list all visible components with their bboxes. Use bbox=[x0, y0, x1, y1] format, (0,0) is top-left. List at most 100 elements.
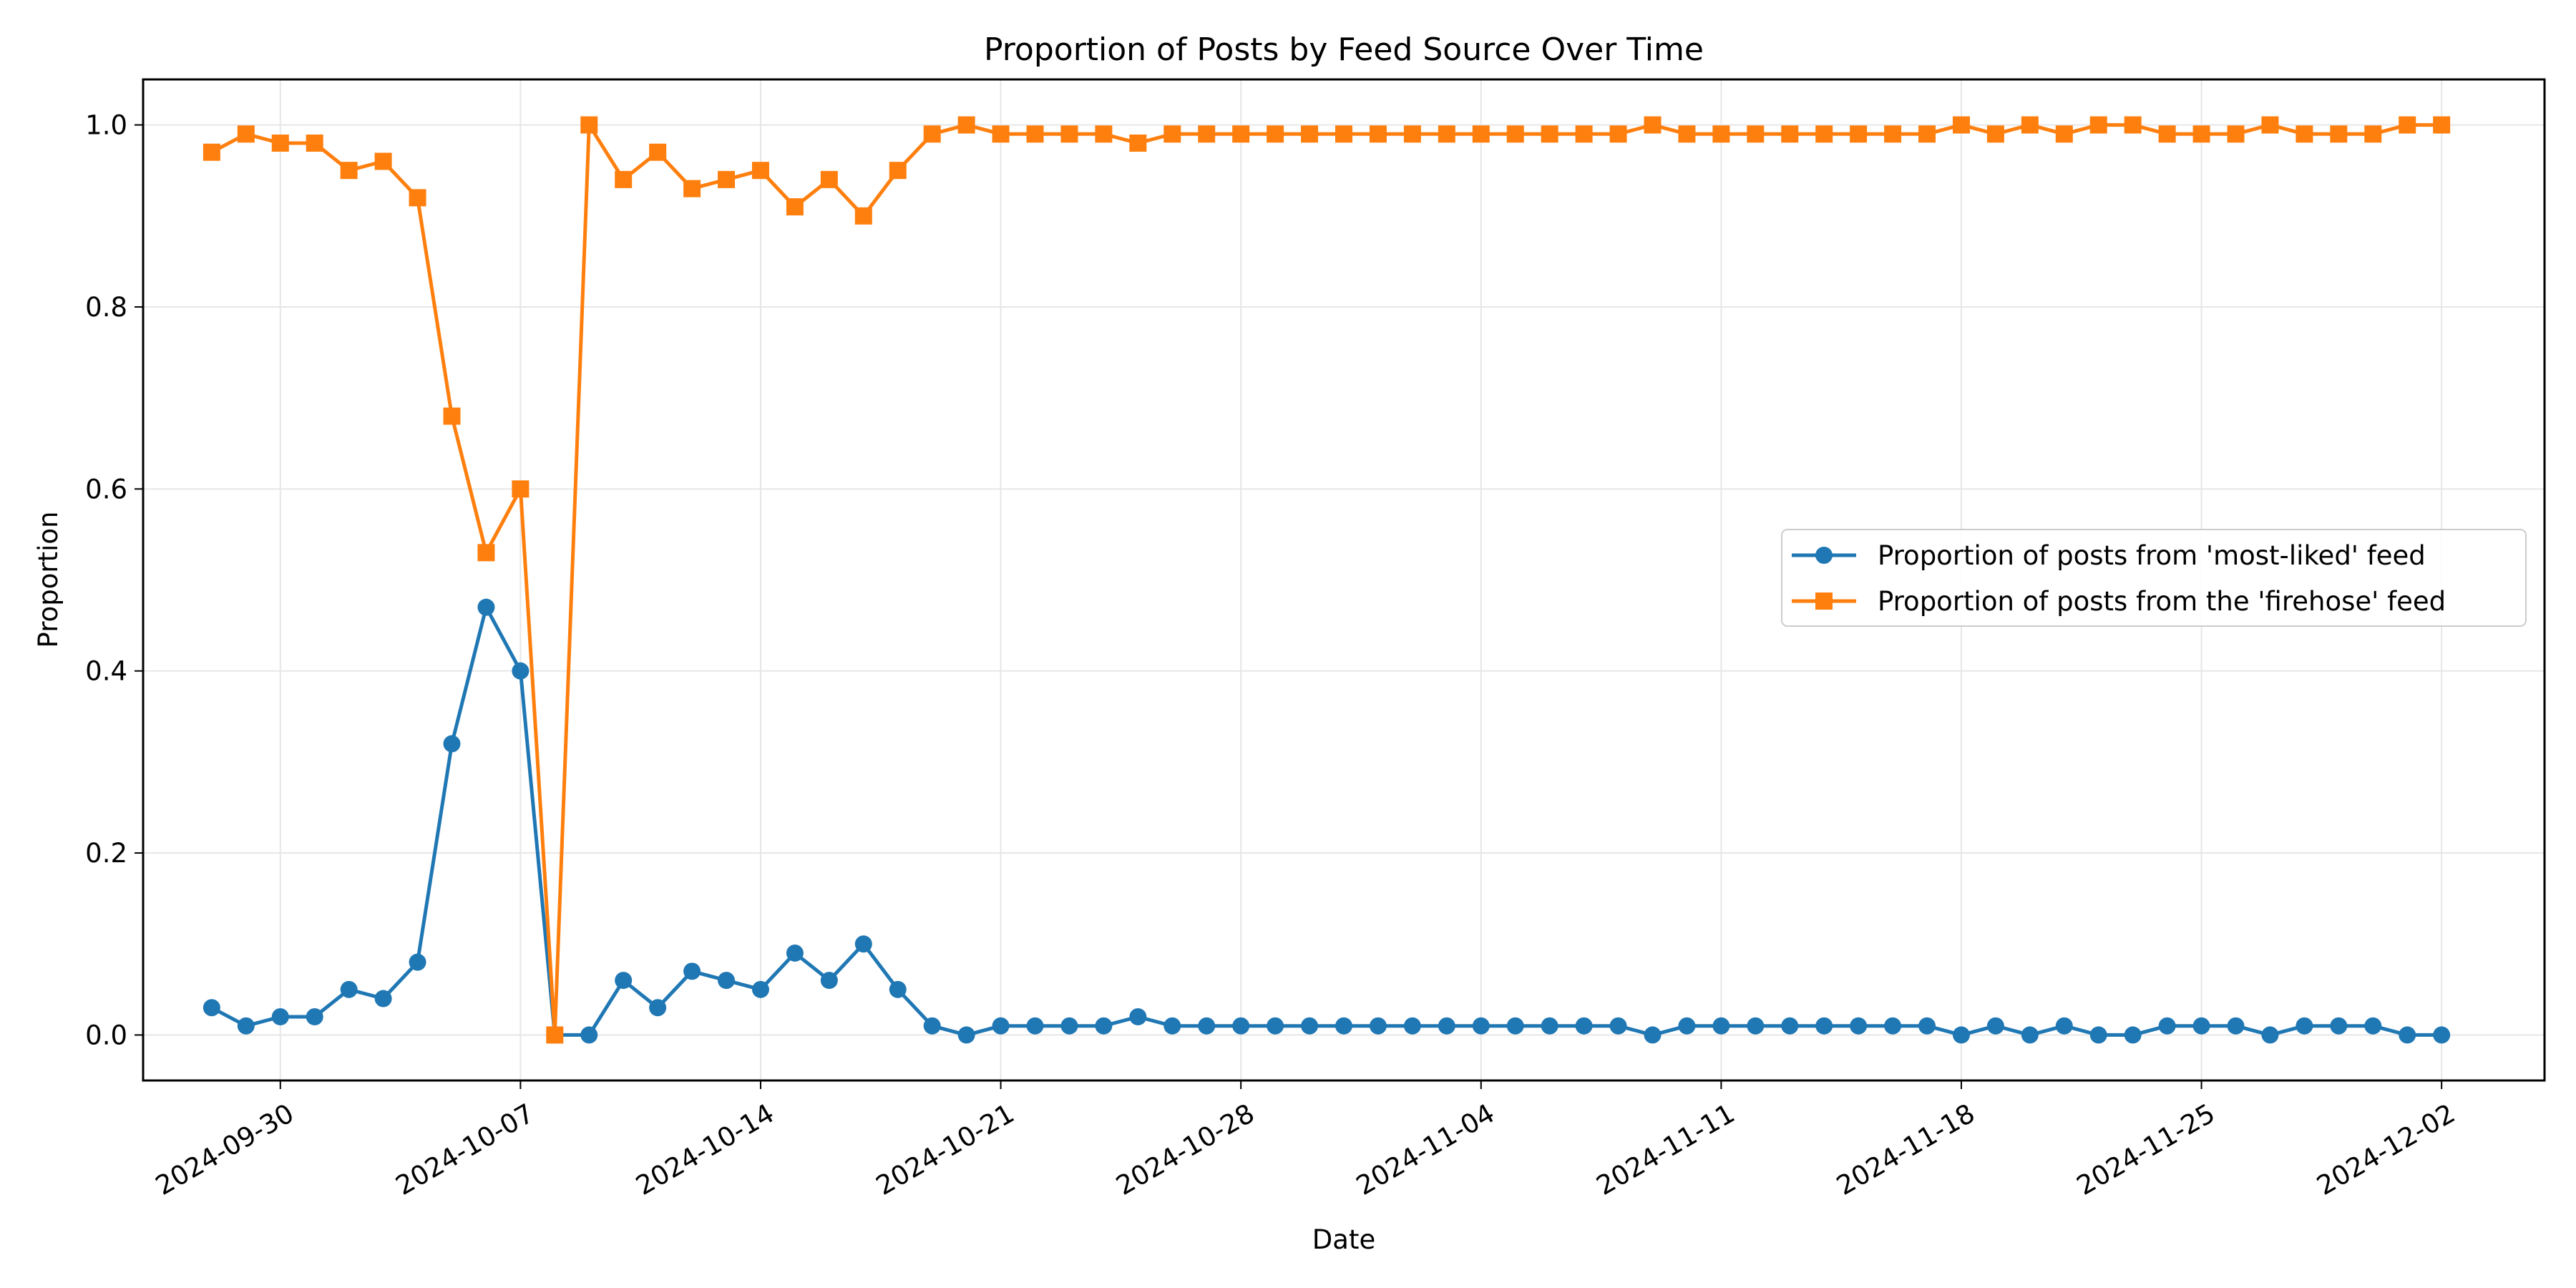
data-point-most-liked bbox=[1952, 1026, 1970, 1044]
chart-title: Proportion of Posts by Feed Source Over … bbox=[984, 31, 1704, 68]
data-point-firehose bbox=[786, 198, 804, 216]
data-point-most-liked bbox=[1198, 1017, 1216, 1035]
data-point-firehose bbox=[1369, 125, 1387, 143]
data-point-firehose bbox=[1301, 125, 1319, 143]
legend-label-firehose: Proportion of posts from the 'firehose' … bbox=[1878, 586, 2446, 617]
data-point-firehose bbox=[237, 125, 255, 143]
legend-marker-most-liked bbox=[1815, 547, 1833, 564]
data-point-most-liked bbox=[2261, 1026, 2279, 1044]
data-point-most-liked bbox=[2021, 1026, 2039, 1044]
legend-marker-firehose bbox=[1815, 592, 1833, 610]
data-point-firehose bbox=[512, 480, 530, 498]
y-axis-label: Proportion bbox=[33, 512, 64, 648]
data-point-firehose bbox=[1438, 125, 1455, 143]
data-point-most-liked bbox=[1403, 1017, 1421, 1035]
data-point-most-liked bbox=[1163, 1017, 1181, 1035]
data-point-most-liked bbox=[2192, 1017, 2210, 1035]
data-point-most-liked bbox=[718, 972, 736, 990]
data-point-most-liked bbox=[1026, 1017, 1044, 1035]
data-point-most-liked bbox=[1712, 1017, 1730, 1035]
data-point-firehose bbox=[820, 170, 838, 188]
data-point-firehose bbox=[340, 162, 358, 180]
data-point-most-liked bbox=[2433, 1026, 2451, 1044]
data-point-firehose bbox=[1198, 125, 1216, 143]
data-point-most-liked bbox=[751, 980, 769, 998]
data-point-most-liked bbox=[1129, 1008, 1147, 1025]
data-point-firehose bbox=[2330, 125, 2348, 143]
data-point-firehose bbox=[1403, 125, 1421, 143]
data-point-most-liked bbox=[820, 972, 838, 990]
data-point-most-liked bbox=[1060, 1017, 1078, 1035]
data-point-most-liked bbox=[409, 953, 426, 971]
data-point-firehose bbox=[2192, 125, 2210, 143]
data-point-most-liked bbox=[306, 1008, 323, 1025]
data-point-firehose bbox=[1472, 125, 1490, 143]
data-point-most-liked bbox=[957, 1026, 975, 1044]
data-point-firehose bbox=[854, 207, 872, 225]
data-point-firehose bbox=[1060, 125, 1078, 143]
data-point-firehose bbox=[2227, 125, 2245, 143]
data-point-most-liked bbox=[1815, 1017, 1833, 1035]
legend: Proportion of posts from 'most-liked' fe… bbox=[1781, 529, 2527, 627]
data-point-firehose bbox=[2364, 125, 2382, 143]
plot-frame bbox=[142, 78, 2546, 1082]
data-point-most-liked bbox=[1472, 1017, 1490, 1035]
data-point-most-liked bbox=[1781, 1017, 1799, 1035]
data-point-most-liked bbox=[1267, 1017, 1284, 1035]
data-point-most-liked bbox=[1644, 1026, 1662, 1044]
series-layer bbox=[203, 116, 2451, 1044]
data-point-most-liked bbox=[443, 735, 461, 753]
data-point-firehose bbox=[306, 135, 323, 152]
data-point-most-liked bbox=[2055, 1017, 2073, 1035]
data-point-firehose bbox=[649, 143, 667, 161]
data-point-most-liked bbox=[2158, 1017, 2176, 1035]
data-point-most-liked bbox=[340, 980, 358, 998]
legend-box bbox=[1781, 529, 2527, 627]
data-point-firehose bbox=[1026, 125, 1044, 143]
data-point-most-liked bbox=[786, 944, 804, 962]
y-tick-label: 0.6 bbox=[85, 474, 127, 504]
legend-label-most-liked: Proportion of posts from 'most-liked' fe… bbox=[1878, 540, 2426, 571]
data-point-firehose bbox=[1747, 125, 1765, 143]
data-point-firehose bbox=[2055, 125, 2073, 143]
data-point-firehose bbox=[751, 162, 769, 180]
data-point-firehose bbox=[2158, 125, 2176, 143]
data-point-most-liked bbox=[237, 1017, 255, 1035]
data-point-firehose bbox=[957, 116, 975, 134]
data-point-firehose bbox=[1163, 125, 1181, 143]
data-point-most-liked bbox=[477, 598, 495, 616]
data-point-most-liked bbox=[512, 662, 530, 680]
data-point-most-liked bbox=[854, 935, 872, 953]
data-point-firehose bbox=[2261, 116, 2279, 134]
data-point-most-liked bbox=[1541, 1017, 1558, 1035]
data-point-most-liked bbox=[683, 962, 701, 980]
x-axis-label: Date bbox=[1312, 1224, 1375, 1255]
data-point-most-liked bbox=[2227, 1017, 2245, 1035]
data-point-firehose bbox=[1335, 125, 1352, 143]
data-point-firehose bbox=[1129, 135, 1147, 152]
data-point-most-liked bbox=[1747, 1017, 1765, 1035]
data-point-firehose bbox=[1609, 125, 1627, 143]
data-point-most-liked bbox=[1678, 1017, 1696, 1035]
data-point-firehose bbox=[580, 116, 598, 134]
data-point-firehose bbox=[1712, 125, 1730, 143]
y-tick-label: 0.4 bbox=[85, 656, 127, 687]
data-point-firehose bbox=[1267, 125, 1284, 143]
data-point-most-liked bbox=[1575, 1017, 1593, 1035]
data-point-firehose bbox=[546, 1026, 564, 1044]
data-point-most-liked bbox=[2399, 1026, 2416, 1044]
data-point-firehose bbox=[477, 544, 495, 562]
data-point-firehose bbox=[443, 407, 461, 425]
data-point-firehose bbox=[1952, 116, 1970, 134]
data-point-most-liked bbox=[992, 1017, 1010, 1035]
y-tick-label: 0.2 bbox=[85, 838, 127, 869]
data-point-most-liked bbox=[1301, 1017, 1319, 1035]
data-point-most-liked bbox=[923, 1017, 941, 1035]
data-point-most-liked bbox=[1918, 1017, 1936, 1035]
data-point-most-liked bbox=[1609, 1017, 1627, 1035]
data-point-firehose bbox=[1575, 125, 1593, 143]
data-point-firehose bbox=[2021, 116, 2039, 134]
data-point-firehose bbox=[923, 125, 941, 143]
data-point-firehose bbox=[1850, 125, 1868, 143]
